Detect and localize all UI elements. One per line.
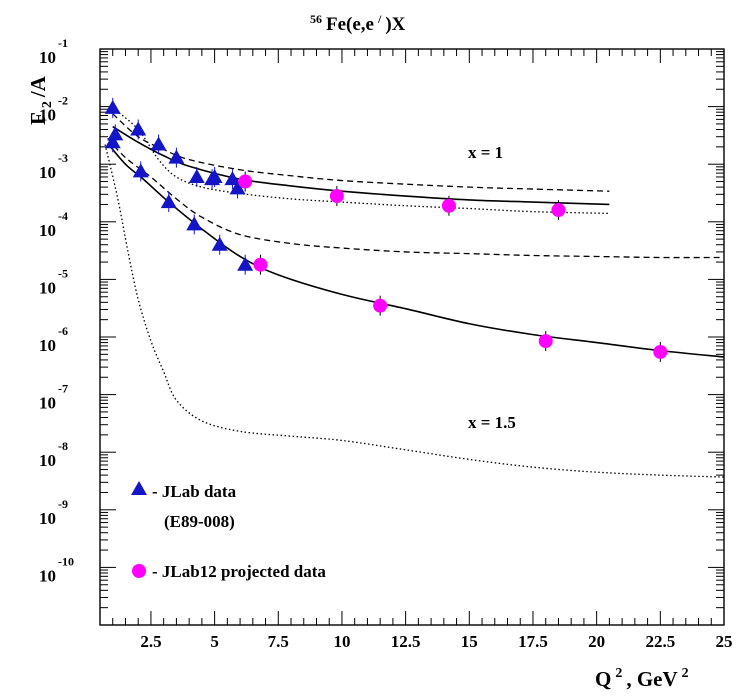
data-point-circle: [538, 334, 553, 349]
y-tick-label-exponent: -6: [58, 324, 68, 338]
y-tick-label-base: 10: [39, 48, 56, 67]
data-point-circle: [329, 189, 344, 204]
x-tick-label: 5: [210, 632, 219, 651]
y-tick-label-base: 10: [39, 509, 56, 528]
y-tick-label-base: 10: [39, 221, 56, 240]
x-axis-label: Q 2 , GeV 2: [595, 664, 689, 691]
data-point-triangle: [229, 180, 246, 195]
x-tick-label: 15: [461, 632, 478, 651]
data-point-triangle: [224, 171, 241, 186]
x-tick-label: 12.5: [391, 632, 421, 651]
data-point-circle: [441, 198, 456, 213]
data-point-circle: [253, 257, 268, 272]
legend-jlab-sublabel: (E89-008): [164, 512, 235, 531]
x-tick-label: 7.5: [268, 632, 289, 651]
title-suffix: )X: [385, 14, 405, 35]
title-superscript: 56: [310, 12, 322, 26]
y-tick-label-exponent: -9: [58, 497, 68, 511]
y-tick-label-base: 10: [39, 566, 56, 585]
curve-solid: [112, 125, 610, 206]
y-axis-label: F 2 /A: [26, 75, 55, 125]
data-point-circle: [653, 344, 668, 359]
data-point-triangle: [160, 194, 177, 209]
x-axis-label-main: Q: [595, 667, 611, 691]
y-tick-label-exponent: -7: [58, 382, 68, 396]
data-point-triangle: [237, 256, 254, 271]
y-tick-label-exponent: -10: [58, 554, 74, 568]
x-tick-label: 20: [588, 632, 605, 651]
y-tick-label-exponent: -5: [58, 266, 68, 280]
x-axis-label-sup2: 2: [682, 666, 689, 681]
data-point-triangle: [104, 99, 121, 114]
curve-solid: [107, 142, 724, 358]
legend-triangle-marker: [131, 481, 147, 495]
x-tick-label: 10: [333, 632, 350, 651]
y-axis-label-main: F: [26, 112, 50, 125]
plot-area: 2.5 5 7.5 10 12.5 15 17.5 20 22.5 2510-110-210-31…: [39, 36, 733, 651]
annotation-x1: x = 1: [468, 143, 503, 162]
data-point-triangle: [186, 216, 203, 231]
data-point-triangle: [150, 136, 167, 151]
title-prime: /: [377, 12, 382, 26]
data-point-circle: [373, 298, 388, 313]
y-tick-label-exponent: -1: [58, 36, 68, 50]
legend-circle-marker: [132, 564, 146, 578]
legend-jlab12-label: - JLab12 projected data: [152, 562, 326, 581]
data-point-triangle: [188, 168, 205, 183]
data-point-triangle: [130, 121, 147, 136]
chart-title: 56 Fe(e,e / )X: [310, 10, 406, 35]
curve-dotted: [104, 144, 724, 478]
y-tick-label-base: 10: [39, 451, 56, 470]
y-tick-label-base: 10: [39, 163, 56, 182]
data-point-triangle: [104, 134, 121, 149]
y-tick-label-exponent: -8: [58, 439, 68, 453]
y-axis-label-subscript: 2: [40, 101, 55, 108]
curve-dashed: [107, 138, 724, 259]
y-tick-label-exponent: -4: [58, 209, 68, 223]
curve-dotted: [112, 107, 610, 215]
data-point-triangle: [168, 149, 185, 164]
y-tick-label-base: 10: [39, 278, 56, 297]
y-tick-label-base: 10: [39, 394, 56, 413]
data-point-triangle: [107, 126, 124, 141]
x-axis-label-mid: , GeV: [626, 667, 677, 691]
x-tick-label: 17.5: [518, 632, 548, 651]
data-point-triangle: [132, 163, 149, 178]
x-axis-label-sup1: 2: [615, 666, 622, 681]
annotation-x15: x = 1.5: [468, 413, 516, 432]
legend-jlab-label: - JLab data: [152, 482, 237, 501]
y-tick-label-exponent: -3: [58, 151, 68, 165]
y-tick-label-exponent: -2: [58, 94, 68, 108]
legend: - JLab data (E89-008) - JLab12 projected…: [131, 481, 326, 581]
y-tick-label-base: 10: [39, 336, 56, 355]
data-point-triangle: [211, 236, 228, 251]
y-axis-label-rest: /A: [26, 75, 50, 98]
x-tick-label: 22.5: [645, 632, 675, 651]
data-point-circle: [551, 203, 566, 218]
curve-dashed: [112, 113, 610, 192]
x-tick-label: 25: [716, 632, 733, 651]
y-tick-label-base: 10: [39, 106, 56, 125]
data-point-circle: [238, 174, 253, 189]
title-main: Fe(e,e: [326, 14, 374, 35]
data-point-triangle: [206, 168, 223, 183]
x-tick-label: 2.5: [140, 632, 161, 651]
plot-frame: [99, 48, 725, 626]
